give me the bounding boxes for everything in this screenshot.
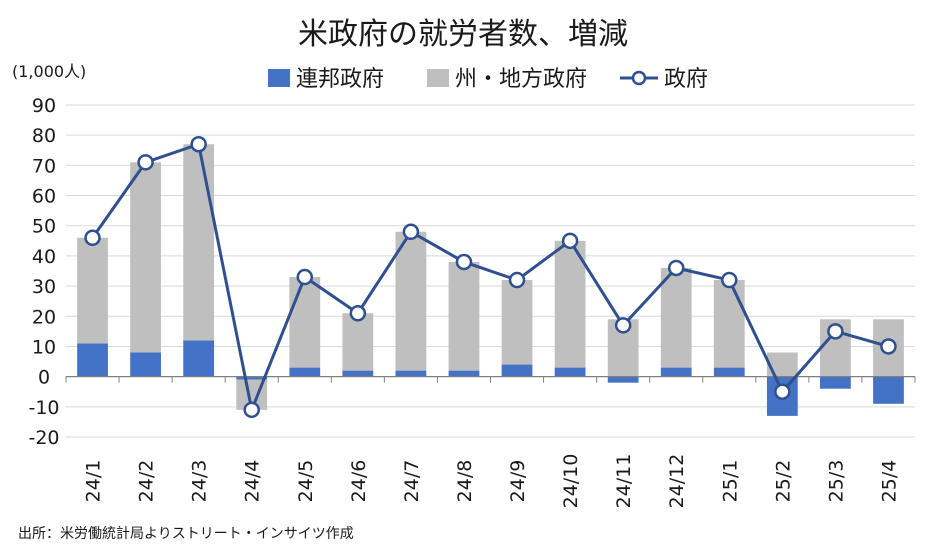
bar-state-local [448, 261, 480, 371]
bar-federal [448, 370, 480, 377]
bar-state-local [660, 267, 692, 368]
government-series-line [91, 142, 889, 412]
bar-state-local [183, 144, 215, 341]
bar-federal [873, 376, 904, 404]
government-point [349, 305, 367, 322]
government-point [774, 383, 791, 400]
y-tick-label: 30 [32, 276, 56, 298]
bar-federal [395, 370, 427, 377]
x-tick-label: 24/6 [348, 460, 370, 503]
x-tick-label: 24/3 [189, 460, 211, 503]
government-line [84, 135, 897, 419]
x-tick-label: 24/2 [136, 460, 158, 503]
x-tick-label: 24/12 [666, 454, 688, 509]
bar-federal [342, 370, 374, 377]
bar-state-local [501, 280, 533, 365]
bar-state-local [554, 240, 586, 368]
x-tick-label: 24/8 [454, 460, 476, 503]
bar-federal [501, 364, 533, 377]
y-tick-label: 60 [32, 186, 56, 208]
bar-federal [607, 376, 639, 383]
government-point [880, 338, 897, 355]
x-tick-label: 25/1 [719, 460, 741, 503]
bar-federal [713, 367, 745, 377]
legend-label-state-local: 州・地方政府 [455, 67, 587, 92]
government-point [402, 223, 420, 241]
zero-line [65, 376, 916, 383]
bar-federal [77, 343, 108, 377]
x-tick-label: 25/2 [772, 460, 794, 503]
bar-federal [554, 367, 586, 377]
x-tick-label: 24/1 [83, 460, 105, 503]
y-tick-label: 20 [32, 306, 56, 328]
government-point [190, 135, 207, 153]
government-point [296, 268, 314, 286]
x-tick-label: 24/4 [242, 460, 264, 503]
government-point [455, 253, 473, 271]
bar-federal [820, 376, 851, 389]
legend: 連邦政府 州・地方政府 政府 [268, 67, 708, 92]
bar-federal [183, 340, 215, 377]
bar-state-local [289, 277, 321, 368]
y-tick-label: 40 [32, 246, 56, 268]
bar-federal [130, 352, 161, 377]
bar-federal [289, 367, 321, 377]
y-tick-label: 50 [32, 216, 56, 238]
bar-state-local [130, 162, 161, 353]
government-point [508, 271, 526, 289]
bar-state-local [77, 237, 108, 344]
legend-swatch-federal [268, 69, 290, 87]
x-tick-label: 24/10 [560, 454, 582, 509]
x-tick-label: 24/9 [507, 460, 529, 503]
y-tick-label: 0 [38, 367, 50, 389]
government-point [84, 229, 101, 247]
government-point [561, 232, 579, 250]
bar-state-local [713, 280, 745, 368]
y-tick-label: 80 [32, 125, 56, 147]
y-tick-label: -20 [28, 427, 59, 449]
y-tick-label: 90 [32, 95, 56, 117]
x-tick-label: 25/4 [878, 460, 900, 503]
chart-title: 米政府の就労者数、増減 [298, 17, 628, 52]
government-point [721, 271, 738, 289]
bar-federal [660, 367, 692, 377]
bar-state-local [395, 231, 427, 371]
government-point [667, 259, 685, 277]
government-point [137, 154, 154, 171]
legend-label-government: 政府 [664, 67, 708, 92]
x-tick-label: 25/3 [825, 460, 847, 503]
x-axis-ticks: 24/1 24/2 24/3 24/4 24/5 24/6 24/7 24/8 24/9 24/1… [83, 454, 901, 509]
x-tick-label: 24/11 [613, 454, 635, 509]
legend-label-federal: 連邦政府 [296, 67, 384, 92]
bar-state-local [342, 313, 374, 371]
y-tick-label: 10 [32, 336, 56, 358]
y-tick-label: 70 [32, 155, 56, 177]
bar-state-local [766, 352, 798, 377]
bars [77, 144, 904, 416]
bar-federal [236, 376, 268, 380]
x-tick-label: 24/5 [295, 460, 317, 503]
government-point [614, 317, 632, 334]
source-note: 出所：米労働統計局よりストリート・インサイツ作成 [18, 526, 354, 542]
y-axis-ticks: 90 80 70 60 50 40 30 20 10 0 -10 -20 [28, 95, 59, 449]
legend-marker-government [631, 70, 647, 86]
x-tick-label: 24/7 [401, 460, 423, 503]
government-point [243, 401, 260, 419]
unit-label: (1,000人) [12, 62, 86, 81]
legend-swatch-state-local [427, 69, 449, 87]
y-tick-label: -10 [28, 397, 59, 419]
government-point [827, 323, 844, 340]
